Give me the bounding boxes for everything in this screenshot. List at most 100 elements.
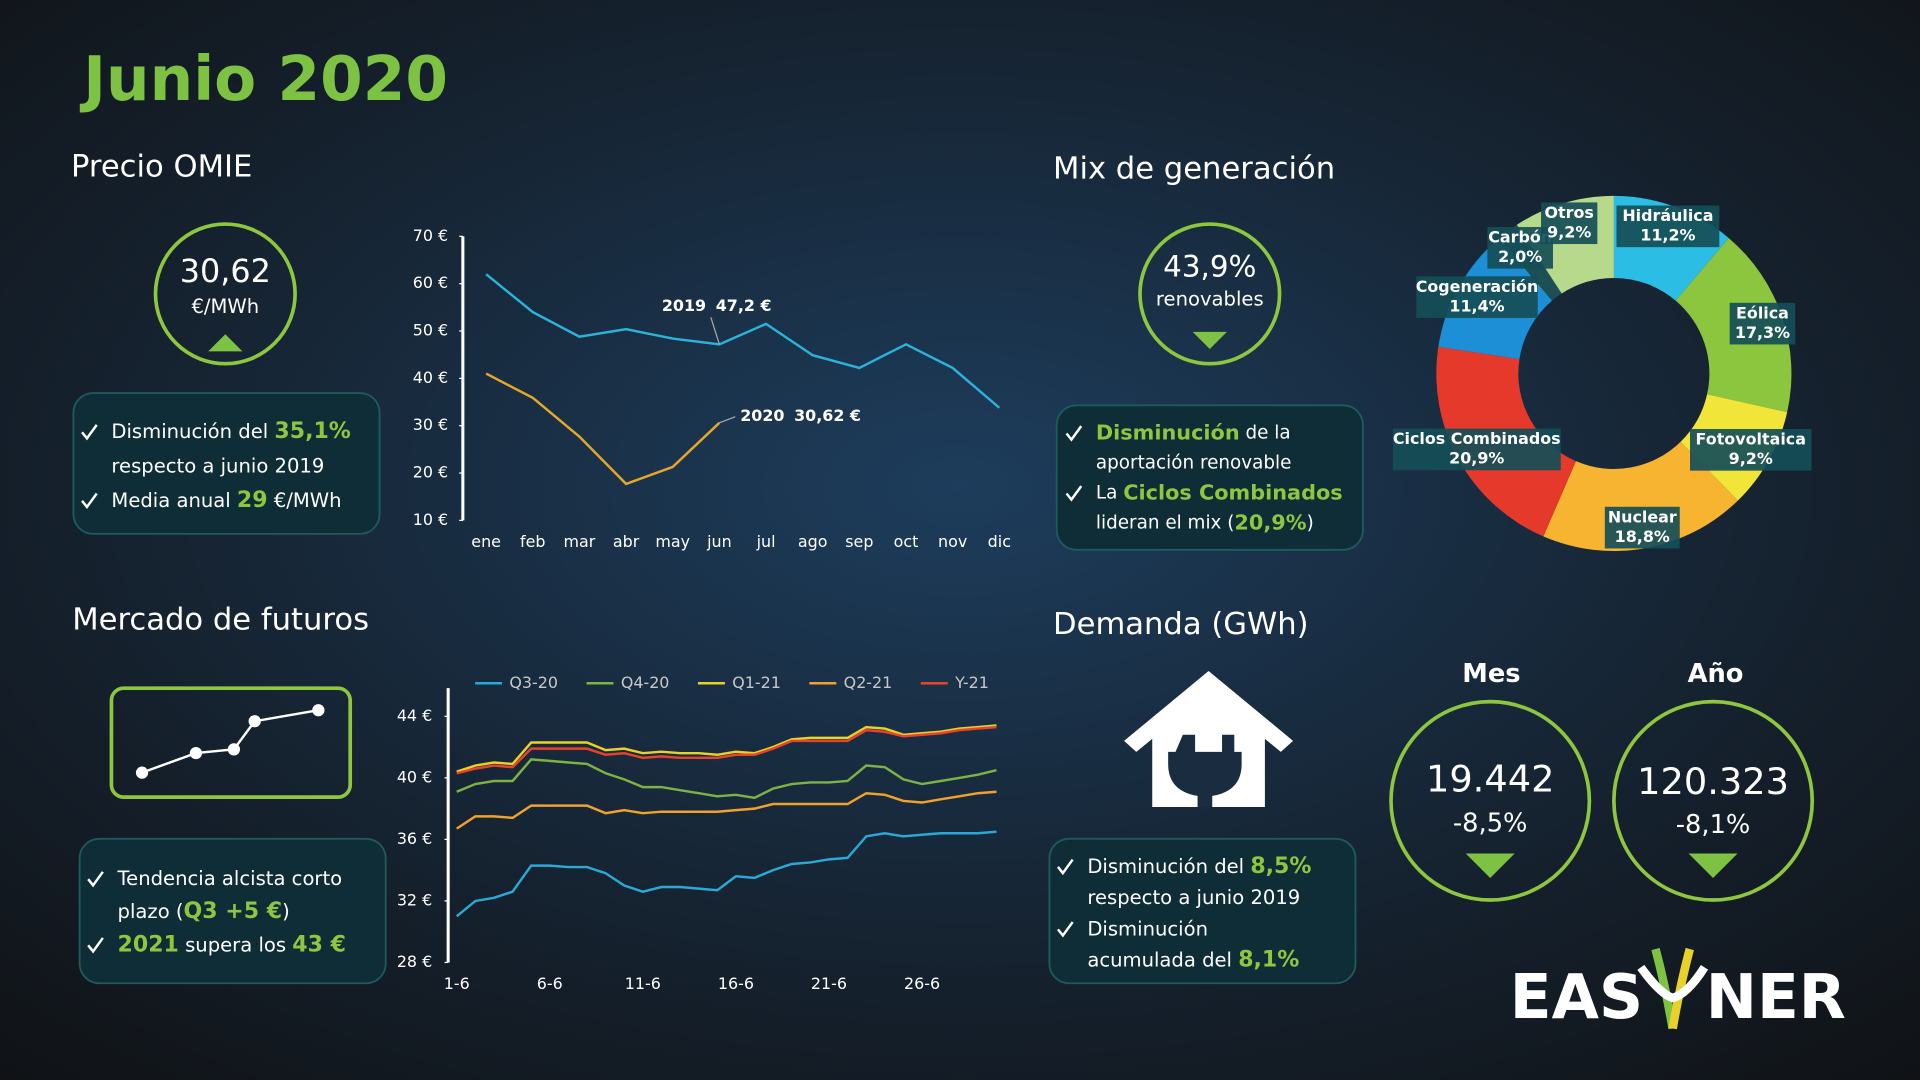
- kpi-value: 30,62: [180, 252, 271, 290]
- check-icon: [87, 937, 104, 954]
- legend-label: Q4-20: [621, 673, 670, 692]
- leader-line: [719, 416, 736, 424]
- x-tick-label: 6-6: [537, 974, 563, 993]
- data-label: 47,2 €: [716, 296, 772, 315]
- x-tick-label: nov: [938, 532, 967, 551]
- bullet-box: [72, 392, 381, 535]
- logo-mark: [1637, 947, 1709, 1030]
- x-tick-label: 1-6: [444, 974, 470, 993]
- highlight: Ciclos Combinados: [1123, 480, 1342, 504]
- highlight: 8,1%: [1238, 948, 1299, 973]
- text-span: plazo (: [118, 900, 184, 923]
- x-tick-label: 16-6: [718, 974, 754, 993]
- kpi-change: -8,1%: [1676, 810, 1751, 840]
- slice-value: 18,8%: [1615, 527, 1670, 546]
- y-tick-label: 10 €: [413, 510, 448, 529]
- y-tick-label: 36 €: [397, 829, 432, 848]
- y-tick-label: 50 €: [413, 321, 448, 340]
- highlight: Disminución: [1096, 420, 1240, 444]
- slice-label: Hidráulica: [1622, 206, 1713, 225]
- kpi-circle: [153, 222, 297, 366]
- x-tick-label: jun: [706, 532, 732, 551]
- y-tick-label: 40 €: [397, 767, 432, 786]
- trend-arrow: [1465, 853, 1515, 878]
- bullet-box: [1055, 404, 1364, 551]
- bullet-text: acumulada del 8,1%: [1087, 948, 1299, 973]
- x-tick-label: may: [655, 532, 690, 551]
- bullet-text: respecto a junio 2019: [111, 454, 324, 477]
- kpi-change: -8,5%: [1453, 809, 1528, 839]
- logo-stroke: [1637, 964, 1709, 1003]
- text-span: aportación renovable: [1096, 452, 1292, 473]
- y-tick-label: 60 €: [413, 273, 448, 292]
- bullet-text: 2021 supera los 43 €: [118, 932, 346, 957]
- slice-value: 2,0%: [1498, 247, 1542, 266]
- x-tick-label: jul: [756, 532, 776, 551]
- bullet-text: respecto a junio 2019: [1087, 886, 1300, 909]
- trend-dot: [135, 766, 149, 779]
- plug: [1168, 734, 1242, 807]
- x-tick-label: abr: [613, 532, 640, 551]
- bullet-text: Disminución del 35,1%: [111, 419, 350, 444]
- text-span: de la: [1240, 422, 1291, 443]
- series-name: 2019: [662, 296, 706, 315]
- trend-dot: [227, 743, 240, 756]
- slice-label: Cogeneración: [1416, 277, 1539, 296]
- data-label: 30,62 €: [794, 406, 861, 425]
- slice-label: Eólica: [1736, 303, 1789, 322]
- text-span: lideran el mix (: [1096, 512, 1235, 533]
- text-span: acumulada del: [1087, 948, 1238, 971]
- section-heading: Mercado de futuros: [72, 602, 369, 637]
- x-tick-label: ago: [798, 532, 828, 551]
- logo-text: NER: [1706, 962, 1846, 1033]
- line-series: [455, 830, 997, 918]
- slice-value: 11,4%: [1449, 296, 1504, 315]
- x-tick-label: sep: [845, 532, 873, 551]
- label-box: [1616, 205, 1720, 248]
- x-tick-label: mar: [564, 532, 596, 551]
- y-tick-label: 20 €: [413, 463, 448, 482]
- slice-label: Ciclos Combinados: [1393, 429, 1561, 448]
- text-span: ): [282, 900, 290, 923]
- text-span: La: [1096, 482, 1123, 503]
- kpi-unit: €/MWh: [191, 295, 259, 318]
- kpi-value: 120.323: [1637, 760, 1789, 803]
- x-tick-label: 26-6: [904, 974, 940, 993]
- slice-value: 9,2%: [1729, 449, 1773, 468]
- check-icon: [87, 871, 104, 888]
- kpi-unit: renovables: [1156, 288, 1264, 311]
- label-box: [1541, 202, 1598, 245]
- x-tick-label: oct: [894, 532, 919, 551]
- slice-label: Carbón: [1488, 228, 1552, 247]
- x-tick-label: dic: [988, 532, 1011, 551]
- highlight: 2021: [118, 932, 179, 957]
- legend-label: Q2-21: [844, 673, 893, 692]
- line-series: [456, 790, 997, 830]
- slice-value: 9,2%: [1547, 223, 1591, 242]
- legend-label: Q3-20: [509, 673, 558, 692]
- bullet-text: aportación renovable: [1096, 452, 1292, 473]
- bullet-text: Disminución: [1087, 917, 1208, 940]
- section-heading: Demanda (GWh): [1053, 607, 1309, 642]
- bullet-text: plazo (Q3 +5 €): [118, 899, 290, 924]
- label-box: [1416, 276, 1538, 318]
- series-name: 2020: [740, 406, 784, 425]
- label-box: [1604, 506, 1680, 549]
- highlight: 20,9%: [1234, 510, 1306, 534]
- y-tick-label: 30 €: [413, 415, 448, 434]
- logo-text: EAS: [1510, 962, 1643, 1033]
- house-roof: [1124, 671, 1294, 752]
- bullet-text: Disminución de la: [1096, 420, 1291, 444]
- line-series: [485, 372, 721, 486]
- highlight: 29: [237, 488, 268, 513]
- section-heading: Precio OMIE: [71, 149, 252, 184]
- label-box: [1392, 428, 1561, 471]
- trend-dot: [248, 715, 261, 728]
- x-tick-label: ene: [471, 532, 501, 551]
- text-span: respecto a junio 2019: [1087, 886, 1300, 909]
- kpi-label: Año: [1688, 659, 1744, 689]
- slice-value: 17,3%: [1735, 323, 1790, 342]
- x-tick-label: 11-6: [625, 974, 661, 993]
- slice-label: Fotovoltaica: [1696, 430, 1806, 449]
- text-span: ): [1307, 512, 1314, 533]
